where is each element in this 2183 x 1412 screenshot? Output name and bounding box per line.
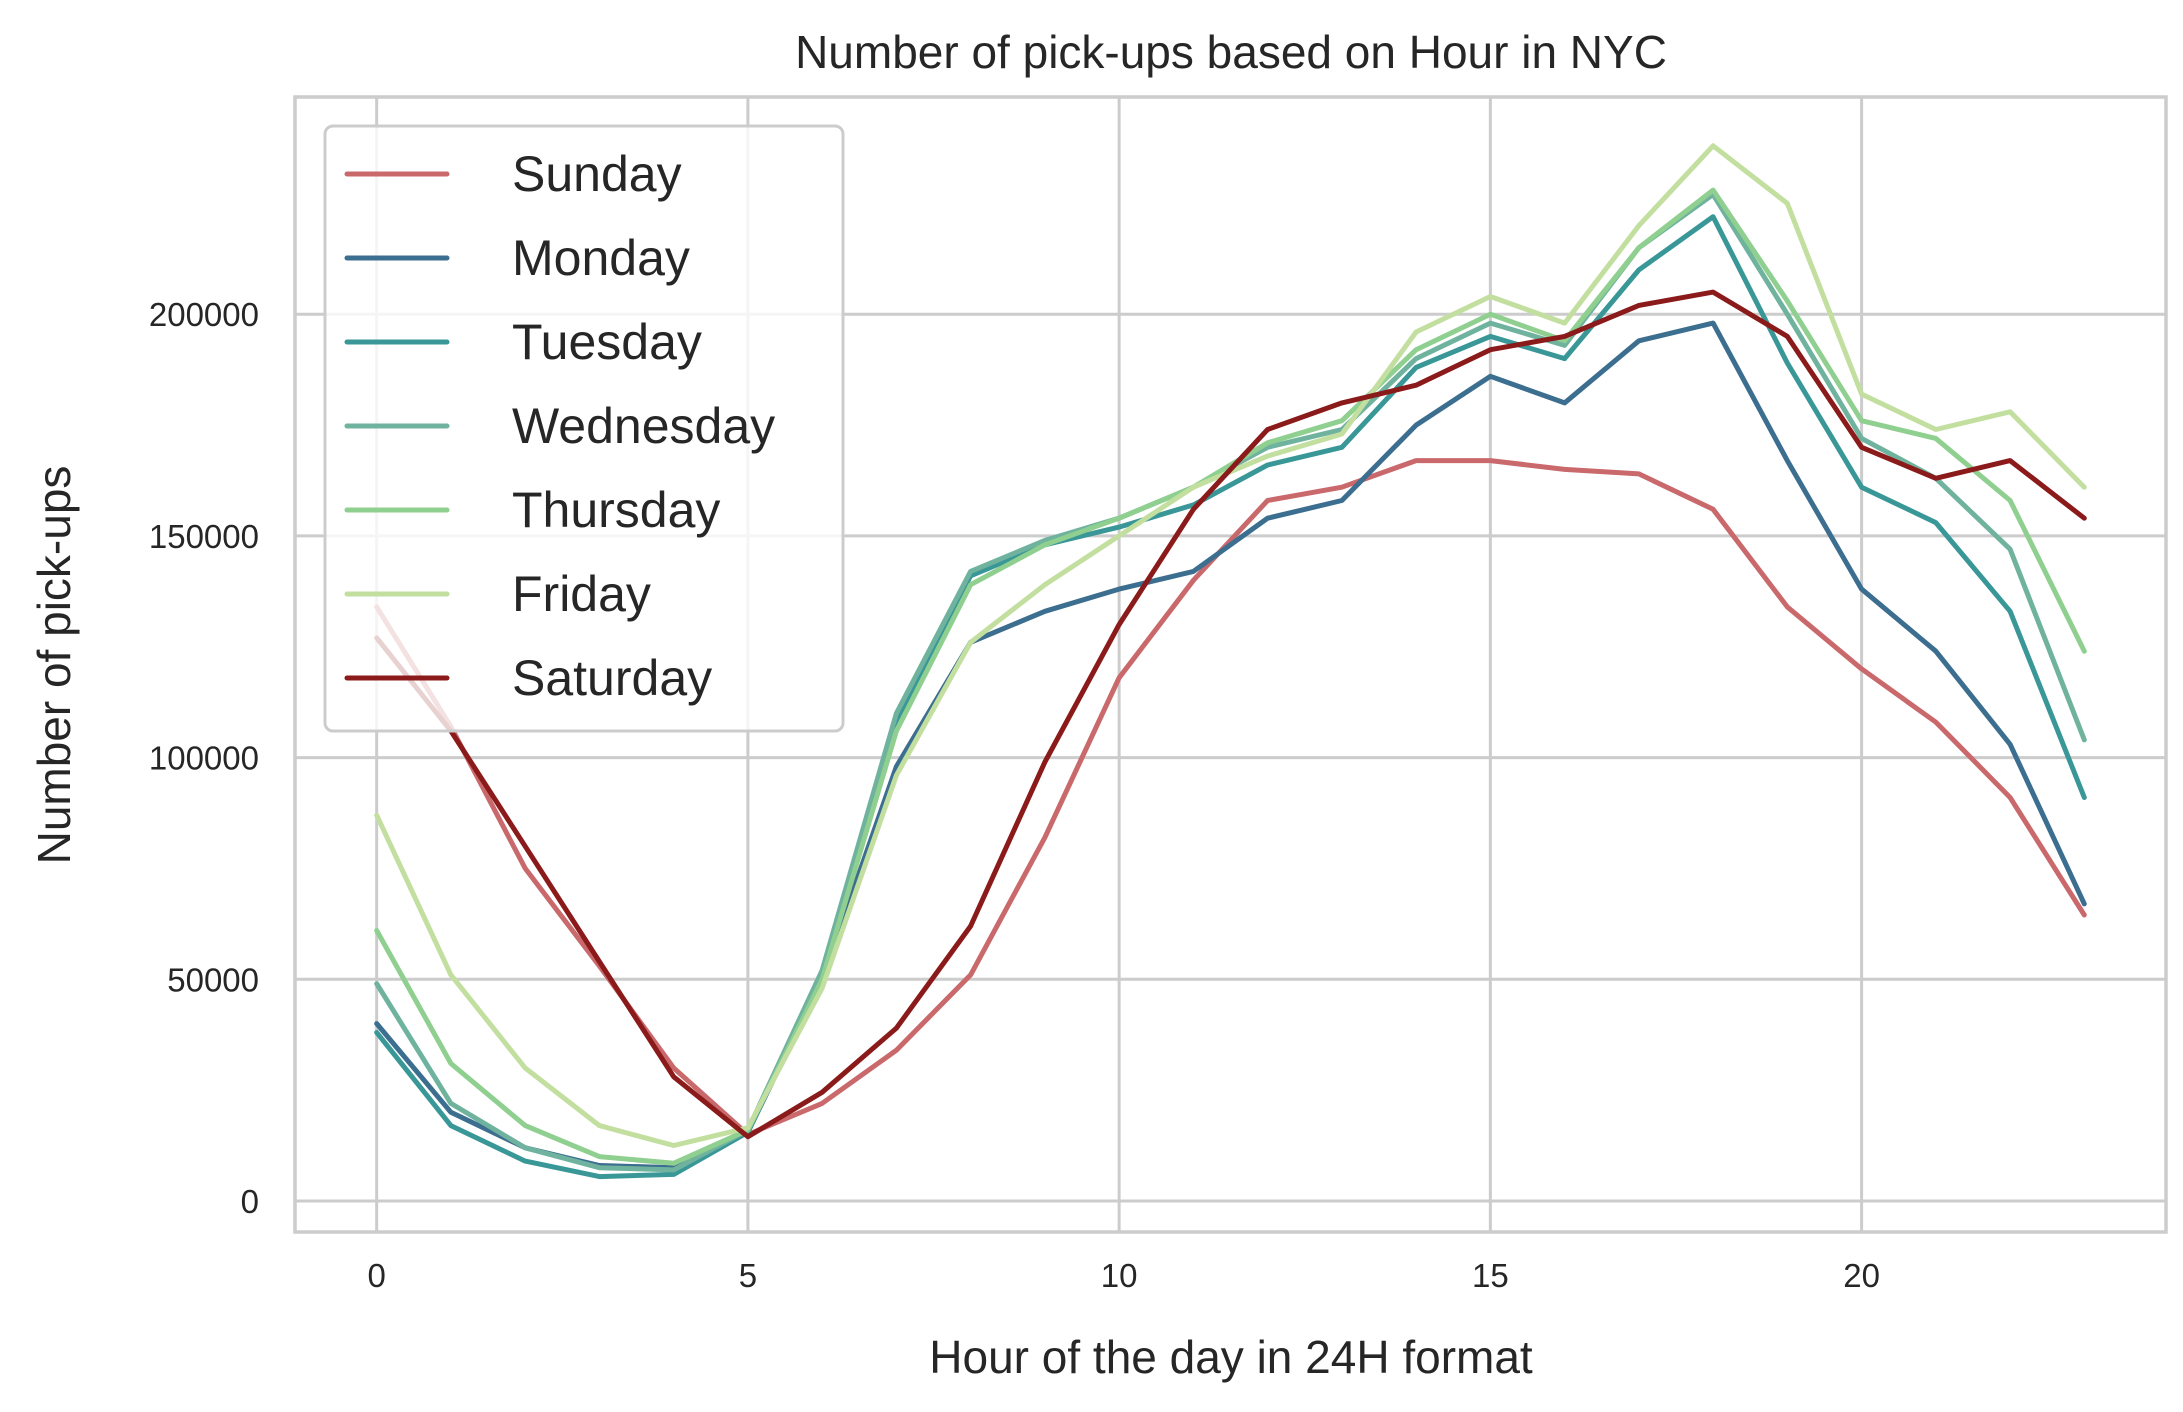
chart-title: Number of pick-ups based on Hour in NYC [795, 26, 1667, 78]
legend-box [323, 124, 845, 733]
y-axis-label: Number of pick-ups [28, 466, 80, 865]
y-tick-label: 150000 [149, 518, 259, 555]
legend-label-wednesday: Wednesday [512, 398, 775, 454]
plot-frame [293, 95, 2168, 1234]
legend-label-saturday: Saturday [512, 650, 712, 706]
series-line-thursday [374, 187, 2087, 1166]
y-tick-label: 50000 [167, 961, 259, 998]
y-tick-label: 200000 [149, 296, 259, 333]
series-line-sunday [374, 458, 2087, 1137]
legend-label-tuesday: Tuesday [512, 314, 702, 370]
legend-label-sunday: Sunday [512, 146, 682, 202]
series-line-saturday [374, 289, 2087, 1140]
x-tick-label: 10 [1101, 1257, 1138, 1294]
x-tick-label: 5 [739, 1257, 757, 1294]
y-tick-label: 0 [241, 1183, 259, 1220]
series-line-tuesday [374, 214, 2087, 1180]
y-tick-label: 100000 [149, 740, 259, 777]
x-tick-label: 0 [367, 1257, 385, 1294]
series-lines [374, 143, 2087, 1180]
legend-label-thursday: Thursday [512, 482, 720, 538]
legend-label-monday: Monday [512, 230, 690, 286]
x-axis-label: Hour of the day in 24H format [929, 1331, 1533, 1383]
legend-label-friday: Friday [512, 566, 651, 622]
x-tick-label: 15 [1472, 1257, 1509, 1294]
tick-labels: 0 5 10 15 20 0 50000 100000 150000 200000 [149, 296, 1880, 1294]
x-tick-label: 20 [1843, 1257, 1880, 1294]
legend: Sunday Monday Tuesday Wednesday Thursday Frid… [323, 124, 845, 733]
